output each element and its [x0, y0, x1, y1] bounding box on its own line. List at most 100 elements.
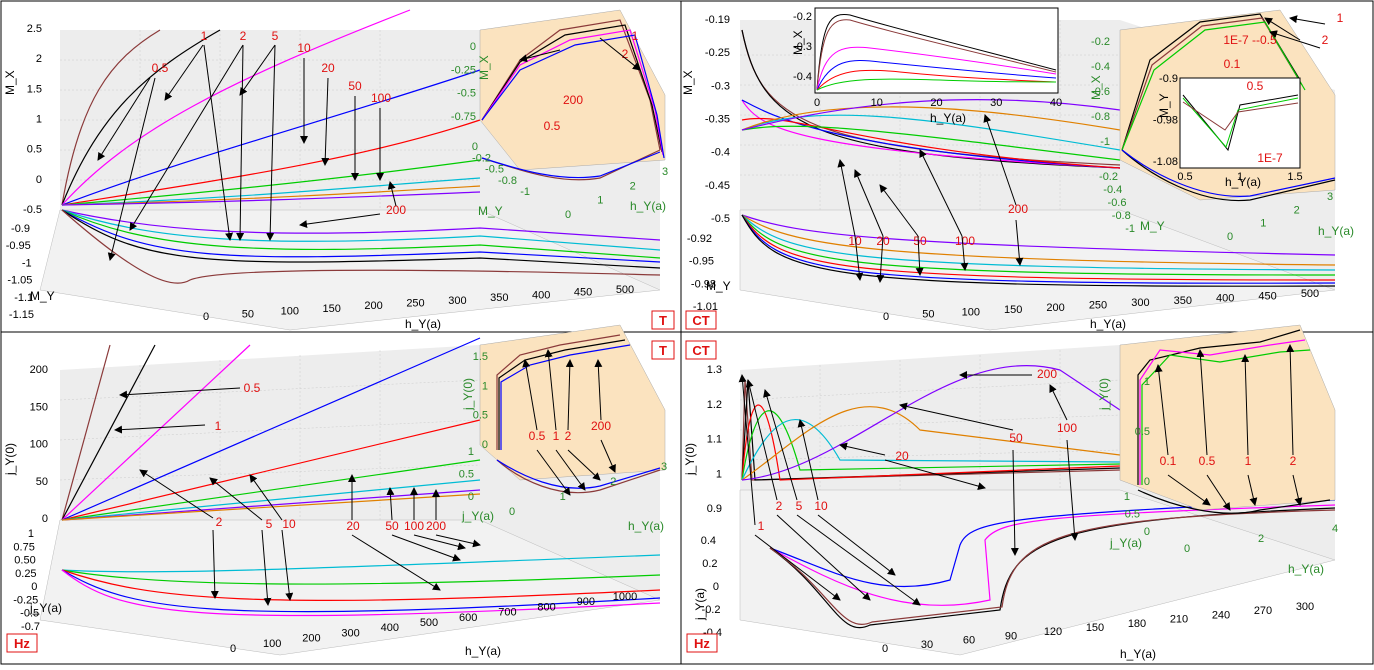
x-tick-label: 500 [1301, 288, 1319, 300]
y-ticks: 10.75 0.500.250-0.25 -0.5-0.7 [13, 528, 40, 633]
arrow [879, 184, 919, 237]
inset-z2-ticks: -0.2-0.4-0.6-0.8-1 [1099, 171, 1135, 235]
floor [739, 489, 1336, 656]
arrow [876, 235, 885, 283]
x-tick-label: 300 [1131, 297, 1149, 309]
z-tick-label: -0.25 [705, 47, 730, 59]
inset-curves [1137, 329, 1331, 514]
tag2-box [651, 340, 675, 360]
floor [39, 519, 661, 656]
inset-z-label: j_Y(0) [461, 378, 475, 411]
inset-z2-ticks: 10.50 [459, 446, 474, 503]
inset-x-tick: 0 [565, 209, 571, 221]
zoom-inset-frame [1179, 77, 1301, 169]
arrow [413, 534, 466, 551]
arrow [594, 359, 603, 421]
arrow [599, 37, 641, 71]
x-tick-label: 500 [616, 284, 634, 296]
curve-label: 1 [215, 419, 222, 433]
z-tick-label: -0.35 [705, 114, 730, 126]
inset-z2-tick: -0.6 [1108, 197, 1127, 209]
arrow [1154, 364, 1169, 456]
arrow [983, 114, 1017, 206]
y-axis-label: j_Y(a) [693, 588, 707, 621]
z-tick-label: 200 [30, 364, 48, 376]
inset-curves [481, 19, 665, 181]
x-tick-label: 100 [962, 306, 980, 318]
y-tick-label: -0.98 [691, 278, 716, 290]
x-tick-label: 50 [922, 309, 934, 321]
grid [59, 350, 481, 520]
curve-label: 100 [955, 234, 975, 248]
y-tick-label: -0.95 [6, 240, 31, 252]
y-tick-label: -1.01 [693, 301, 718, 313]
my-1 [61, 209, 661, 269]
z-tick-label: 0.9 [707, 503, 722, 515]
arrow [1167, 474, 1211, 506]
curve-label: 0.5 [244, 381, 261, 395]
arrow [565, 359, 574, 431]
inset-z-tick: 0.5 [473, 410, 488, 422]
y-tick-label: -1.05 [7, 275, 32, 287]
inset-z-label: M_X [477, 55, 491, 80]
inset-z-tick: 1.5 [473, 351, 488, 363]
top-inset-y-tick: -0.4 [793, 71, 812, 83]
x-tick-label: 1000 [613, 591, 637, 603]
y-tick-label: 0.2 [702, 558, 717, 570]
inset-z2-tick: 0 [468, 491, 474, 503]
curves [61, 9, 661, 284]
curve-label: 10 [814, 499, 828, 513]
arrow [1206, 474, 1231, 511]
arrow [129, 44, 244, 231]
z-tick-label: -0.5 [23, 204, 42, 216]
arrow [839, 442, 886, 456]
arrow [837, 159, 856, 237]
inset-curves [1121, 13, 1336, 202]
inset-x-label: h_Y(a) [630, 199, 666, 213]
inset-z-tick: -0.6 [1091, 86, 1110, 98]
curve-label: 1 [1337, 11, 1344, 25]
inset-x-tick: 2 [630, 180, 636, 192]
z-tick-label: -0.19 [705, 14, 730, 26]
y-ticks: -0.92 -0.95 -0.98 -1.01 [687, 233, 718, 313]
curve-label: 5 [266, 517, 273, 531]
curve-label: 100 [371, 91, 391, 105]
x-tick-label: 450 [574, 287, 592, 299]
x-tick-label: 250 [406, 298, 424, 310]
arrow [745, 379, 778, 501]
inset-z-tick: 1 [482, 380, 488, 392]
x-tick-label: 300 [1296, 601, 1314, 613]
x-tick-label: 400 [532, 289, 550, 301]
my-20 [61, 209, 661, 259]
arrow [1247, 474, 1258, 506]
inset-y-label: M_Y [478, 204, 503, 218]
y-tick-label: -0.25 [13, 594, 38, 606]
inset-x-ticks: 0 1 2 3 [509, 461, 667, 518]
curve-label: 10 [297, 41, 311, 55]
arrow [1289, 15, 1326, 25]
x-tick-label: 0 [883, 311, 889, 323]
z-tick-label: 0 [36, 174, 42, 186]
arrow [203, 44, 234, 241]
inset-z2-ticks: 10.50 [1124, 491, 1150, 538]
arrow [536, 449, 571, 496]
arrow [1010, 449, 1019, 556]
y-tick-label: 0.4 [701, 535, 716, 547]
arrow [266, 44, 276, 241]
x-tick-label: 0 [230, 643, 236, 655]
tag-box [651, 310, 675, 330]
inset-y-label: M_Y [1140, 219, 1165, 233]
zoom-inset-x-ticks: 0.5 1 1.5 [1177, 171, 1302, 183]
z-ticks: 200 150 100 50 0 [30, 364, 48, 525]
arrow [1196, 349, 1208, 456]
x-tick-label: 150 [1086, 622, 1104, 634]
curve-label: 1 [758, 519, 765, 533]
x-tick-label: 30 [921, 639, 933, 651]
arrow [236, 44, 245, 241]
tag: Hz [14, 636, 30, 651]
inset-x-tick: 2 [610, 476, 616, 488]
x-tick-label: 200 [1046, 302, 1064, 314]
curve-label: 50 [913, 234, 927, 248]
